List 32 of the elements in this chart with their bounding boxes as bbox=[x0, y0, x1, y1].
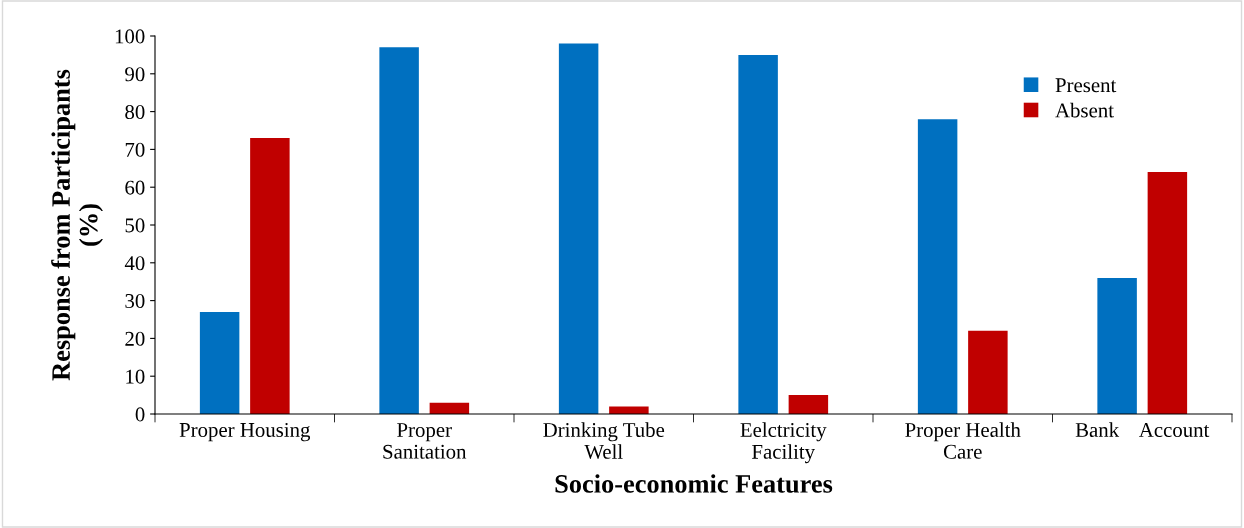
y-tick-label: 40 bbox=[124, 256, 145, 271]
x-tick-label: Drinking Tube Well bbox=[543, 422, 665, 459]
y-tick-label: 10 bbox=[126, 369, 145, 384]
x-tick-label: Proper Sanitation bbox=[383, 423, 467, 459]
y-tick-label: 70 bbox=[125, 142, 145, 157]
y-tick-label: 0 bbox=[135, 407, 145, 422]
y-tick-label: 20 bbox=[125, 331, 145, 346]
y-tick-label: 50 bbox=[125, 218, 145, 233]
bar bbox=[788, 395, 829, 414]
bar bbox=[558, 43, 599, 414]
bar bbox=[379, 47, 419, 414]
legend-label: Present bbox=[1055, 78, 1117, 93]
x-tick-label: Proper Housing bbox=[179, 422, 311, 442]
bar bbox=[917, 119, 958, 414]
x-tick-label: Eelctricity Facility bbox=[740, 422, 827, 464]
y-tick-label: 100 bbox=[115, 29, 145, 44]
y-axis-title: Response from Participants (%) bbox=[51, 69, 103, 381]
x-axis-title: Socio-economic Features bbox=[555, 474, 833, 493]
y-tick-label: 90 bbox=[125, 67, 145, 82]
bar bbox=[1097, 277, 1137, 414]
bar bbox=[1147, 172, 1188, 414]
bar bbox=[738, 54, 778, 414]
y-tick-label: 80 bbox=[125, 104, 145, 120]
y-tick-label: 30 bbox=[125, 293, 145, 309]
bar bbox=[250, 138, 290, 414]
bar bbox=[199, 311, 240, 414]
legend-label: Absent bbox=[1055, 102, 1114, 118]
bar bbox=[609, 406, 649, 414]
bar bbox=[968, 330, 1008, 414]
x-tick-label: Proper Health Care bbox=[905, 422, 1021, 459]
y-tick-label: 60 bbox=[125, 180, 145, 195]
x-tick-label: Bank Account bbox=[1075, 422, 1210, 437]
